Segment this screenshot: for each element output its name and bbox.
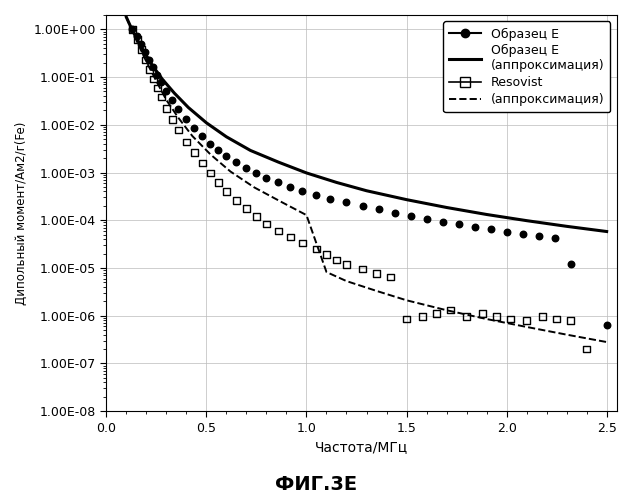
Point <box>127 25 137 33</box>
Point <box>205 169 216 177</box>
Point <box>140 56 150 64</box>
Point <box>386 273 396 281</box>
Point <box>221 152 231 160</box>
Point <box>358 202 368 210</box>
Point <box>144 56 154 64</box>
Point <box>298 239 308 247</box>
Point <box>190 124 200 132</box>
Point <box>298 187 308 195</box>
Point <box>286 233 296 241</box>
Point <box>221 188 231 196</box>
Text: ФИГ.3Е: ФИГ.3Е <box>275 475 357 494</box>
Point <box>156 93 166 101</box>
Point <box>485 226 495 234</box>
Point <box>437 218 447 226</box>
Point <box>205 140 216 148</box>
Point <box>552 315 562 323</box>
Point <box>406 212 416 220</box>
X-axis label: Частота/МГц: Частота/МГц <box>315 440 408 454</box>
Point <box>506 315 516 323</box>
Point <box>173 105 183 113</box>
Point <box>358 265 368 273</box>
Point <box>432 310 442 318</box>
Point <box>167 96 178 104</box>
Point <box>312 245 322 253</box>
Point <box>231 158 241 166</box>
Point <box>241 164 252 172</box>
Point <box>231 197 241 205</box>
Point <box>374 205 384 213</box>
Point <box>418 313 428 321</box>
Point <box>140 48 150 56</box>
Point <box>144 65 154 73</box>
Point <box>161 87 171 95</box>
Point <box>252 213 262 221</box>
Point <box>478 310 488 318</box>
Point <box>132 35 142 43</box>
Point <box>341 198 351 206</box>
Point <box>602 320 612 328</box>
Point <box>167 115 178 123</box>
Point <box>446 306 456 314</box>
Point <box>454 221 464 229</box>
Point <box>262 174 272 182</box>
Point <box>372 269 382 277</box>
Point <box>137 40 147 48</box>
Point <box>197 132 207 140</box>
Point <box>214 179 224 187</box>
Point <box>181 115 191 123</box>
Point <box>274 179 284 187</box>
Point <box>492 313 502 321</box>
Point <box>156 78 166 86</box>
Point <box>331 256 341 264</box>
Point <box>521 316 532 324</box>
Point <box>312 191 322 199</box>
Point <box>518 230 528 238</box>
Point <box>502 228 512 236</box>
Point <box>181 138 191 146</box>
Point <box>286 183 296 191</box>
Point <box>533 233 544 241</box>
Point <box>152 84 162 92</box>
Point <box>322 250 332 258</box>
Point <box>197 159 207 167</box>
Point <box>149 75 159 83</box>
Point <box>325 195 336 203</box>
Point <box>149 63 159 71</box>
Point <box>132 32 142 40</box>
Legend: Образец Е, Образец Е
(аппроксимация), Resovist, (аппроксимация): Образец Е, Образец Е (аппроксимация), Re… <box>443 21 611 112</box>
Point <box>241 205 252 213</box>
Point <box>341 260 351 268</box>
Point <box>161 104 171 112</box>
Point <box>470 223 480 231</box>
Point <box>550 235 560 243</box>
Point <box>401 315 411 323</box>
Point <box>566 260 576 268</box>
Point <box>137 45 147 53</box>
Point <box>152 71 162 79</box>
Y-axis label: Дипольный момент/Ам2/г(Fe): Дипольный момент/Ам2/г(Fe) <box>15 121 28 305</box>
Point <box>190 149 200 157</box>
Point <box>262 220 272 228</box>
Point <box>127 25 137 33</box>
Point <box>422 215 432 223</box>
Point <box>274 227 284 235</box>
Point <box>538 313 548 321</box>
Point <box>461 313 471 321</box>
Point <box>214 146 224 154</box>
Point <box>173 126 183 134</box>
Point <box>581 345 592 353</box>
Point <box>252 169 262 177</box>
Point <box>389 209 399 217</box>
Point <box>566 316 576 324</box>
